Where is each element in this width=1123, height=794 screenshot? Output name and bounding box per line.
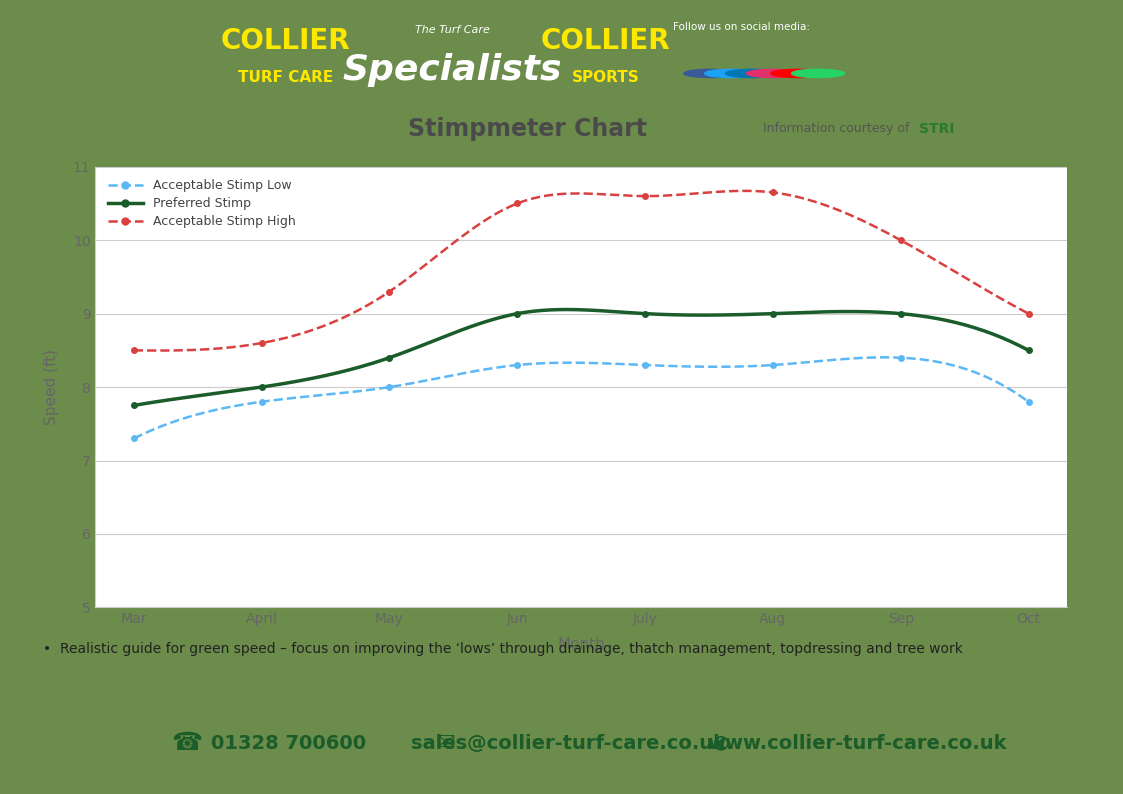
Text: sales@collier-turf-care.co.uk: sales@collier-turf-care.co.uk (411, 734, 727, 753)
Circle shape (747, 69, 800, 78)
Text: Stimpmeter Chart: Stimpmeter Chart (409, 117, 647, 141)
Text: COLLIER: COLLIER (541, 27, 670, 55)
Text: Follow us on social media:: Follow us on social media: (673, 22, 810, 32)
Text: TURF CARE: TURF CARE (238, 70, 334, 85)
Text: Information courtesy of: Information courtesy of (764, 122, 910, 135)
Circle shape (725, 69, 778, 78)
Text: •  Realistic guide for green speed – focus on improving the ‘lows’ through drain: • Realistic guide for green speed – focu… (43, 642, 962, 657)
Circle shape (704, 69, 758, 78)
Circle shape (684, 69, 737, 78)
Text: STRI: STRI (919, 121, 955, 136)
Text: 01328 700600: 01328 700600 (211, 734, 366, 753)
X-axis label: Month: Month (557, 638, 605, 653)
Text: www.collier-turf-care.co.uk: www.collier-turf-care.co.uk (707, 734, 1006, 753)
Legend: Acceptable Stimp Low, Preferred Stimp, Acceptable Stimp High: Acceptable Stimp Low, Preferred Stimp, A… (102, 173, 302, 234)
Text: ✉: ✉ (437, 733, 455, 754)
Text: ⊙: ⊙ (712, 733, 730, 754)
Text: COLLIER: COLLIER (220, 27, 350, 55)
Circle shape (770, 69, 823, 78)
Text: The Turf Care: The Turf Care (416, 25, 490, 35)
Circle shape (792, 69, 844, 78)
Y-axis label: Speed (ft): Speed (ft) (44, 349, 58, 425)
Text: ☎: ☎ (172, 731, 202, 755)
Text: SPORTS: SPORTS (572, 70, 640, 85)
Text: Specialists: Specialists (343, 53, 563, 87)
